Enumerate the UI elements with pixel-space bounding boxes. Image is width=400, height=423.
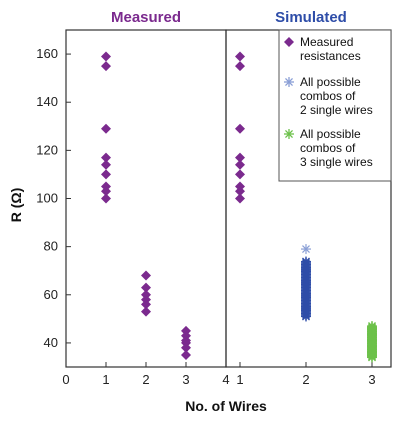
legend-label-line: combos of [300,141,356,155]
y-tick-label: 40 [44,335,58,350]
x-tick-label: 0 [62,372,69,387]
data-point-measured [181,349,191,360]
data-point-simulated-single [235,51,245,62]
x-tick-label: 2 [142,372,149,387]
data-point-measured [101,193,111,204]
panel-title-measured: Measured [111,9,181,26]
x-axis-label: No. of Wires [185,398,267,414]
data-point-measured [141,282,151,293]
legend-label-line: Measured [300,35,353,49]
data-point-simulated-single [235,186,245,197]
data-point-simulated-single [235,193,245,204]
data-point-simulated-single [235,159,245,170]
data-point-simulated-single [235,123,245,134]
data-point-simulated-single [235,152,245,163]
data-point-simulated-single [235,61,245,72]
y-tick-label: 80 [44,239,58,254]
y-tick-label: 160 [36,46,58,61]
x-tick-label: 1 [236,372,243,387]
data-point-combo3 [367,321,377,332]
legend-label-line: All possible [300,127,361,141]
legend-marker-combo3 [284,129,294,139]
data-point-measured [141,306,151,317]
panel-title-simulated: Simulated [275,9,347,26]
data-point-measured [101,61,111,72]
data-point-measured [101,123,111,134]
data-point-measured [101,169,111,180]
legend-marker-combo2 [284,77,294,87]
data-point-measured [101,152,111,163]
x-tick-label: 3 [368,372,375,387]
data-point-measured [101,51,111,62]
data-point-combo2-stroke [301,257,311,266]
legend-marker-combo3-stroke [285,130,293,138]
x-tick-label: 3 [182,372,189,387]
y-tick-label: 140 [36,94,58,109]
data-point-measured [141,299,151,310]
y-tick-label: 120 [36,142,58,157]
marks-measured [101,51,191,360]
data-point-measured [181,342,191,353]
x-axis-ticks-simulated: 1 2 3 [236,362,376,387]
data-point-measured [101,186,111,197]
y-tick-label: 100 [36,191,58,206]
legend-marker-measured [284,37,294,47]
x-axis-ticks-measured: 0 1 2 3 4 [62,362,230,387]
data-point-measured [101,159,111,170]
x-tick-label: 1 [102,372,109,387]
data-point-combo2-outlier [301,244,311,255]
legend-label-line: resistances [300,49,361,63]
legend-label-line: 3 single wires [300,155,373,169]
marks-simulated [235,51,377,363]
legend-marker-combo2-stroke [285,78,293,86]
data-point-combo2-outlier-stroke [302,245,310,254]
legend-label-line: All possible [300,75,361,89]
x-tick-label: 2 [302,372,309,387]
data-point-combo3-stroke [367,322,377,331]
legend-label-line: combos of [300,89,356,103]
y-axis-ticks: 40 60 80 100 120 140 160 [36,46,71,350]
data-point-simulated-single [235,169,245,180]
x-tick-label: 4 [222,372,229,387]
legend-box [278,29,392,182]
data-point-measured [141,270,151,281]
data-point-combo2 [301,256,311,267]
y-tick-label: 60 [44,287,58,302]
y-axis-label: R (Ω) [8,188,24,223]
legend-label-line: 2 single wires [300,103,373,117]
